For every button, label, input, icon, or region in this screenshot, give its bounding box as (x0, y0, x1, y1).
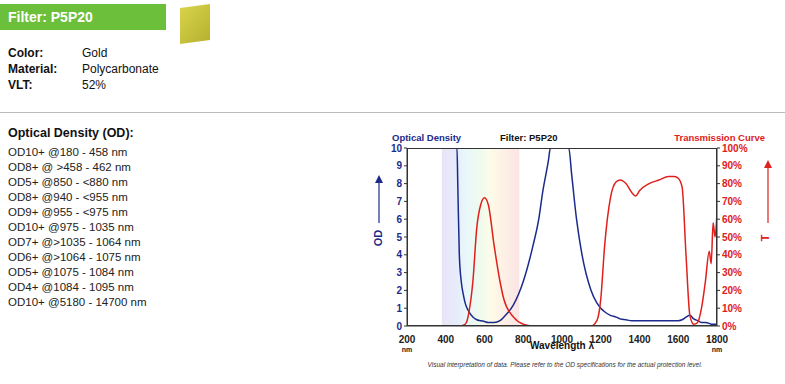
svg-text:70%: 70% (722, 196, 742, 207)
svg-text:1400: 1400 (628, 334, 651, 345)
svg-text:10: 10 (391, 143, 403, 154)
svg-text:5: 5 (396, 232, 402, 243)
svg-text:50%: 50% (722, 232, 742, 243)
svg-text:nm: nm (402, 346, 413, 353)
svg-text:nm: nm (712, 346, 723, 353)
svg-text:6: 6 (396, 214, 402, 225)
svg-text:1800: 1800 (706, 334, 729, 345)
svg-text:1: 1 (396, 303, 402, 314)
svg-text:4: 4 (396, 249, 402, 260)
svg-text:7: 7 (396, 196, 402, 207)
svg-text:100%: 100% (722, 143, 748, 154)
svg-text:0: 0 (396, 321, 402, 332)
svg-text:8: 8 (396, 178, 402, 189)
svg-text:40%: 40% (722, 249, 742, 260)
svg-text:80%: 80% (722, 178, 742, 189)
svg-text:1600: 1600 (667, 334, 690, 345)
svg-text:90%: 90% (722, 160, 742, 171)
svg-text:9: 9 (396, 160, 402, 171)
svg-text:2: 2 (396, 285, 402, 296)
svg-text:3: 3 (396, 267, 402, 278)
svg-text:600: 600 (476, 334, 493, 345)
svg-text:800: 800 (515, 334, 532, 345)
svg-text:200: 200 (399, 334, 416, 345)
svg-text:30%: 30% (722, 267, 742, 278)
svg-text:0%: 0% (722, 321, 737, 332)
svg-text:20%: 20% (722, 285, 742, 296)
svg-text:400: 400 (437, 334, 454, 345)
svg-text:10%: 10% (722, 303, 742, 314)
svg-text:60%: 60% (722, 214, 742, 225)
